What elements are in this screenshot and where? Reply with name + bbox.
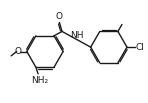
Text: O: O <box>56 12 63 21</box>
Text: NH: NH <box>70 31 84 40</box>
Text: NH₂: NH₂ <box>31 76 48 85</box>
Text: Cl: Cl <box>135 43 144 52</box>
Text: O: O <box>15 47 22 56</box>
